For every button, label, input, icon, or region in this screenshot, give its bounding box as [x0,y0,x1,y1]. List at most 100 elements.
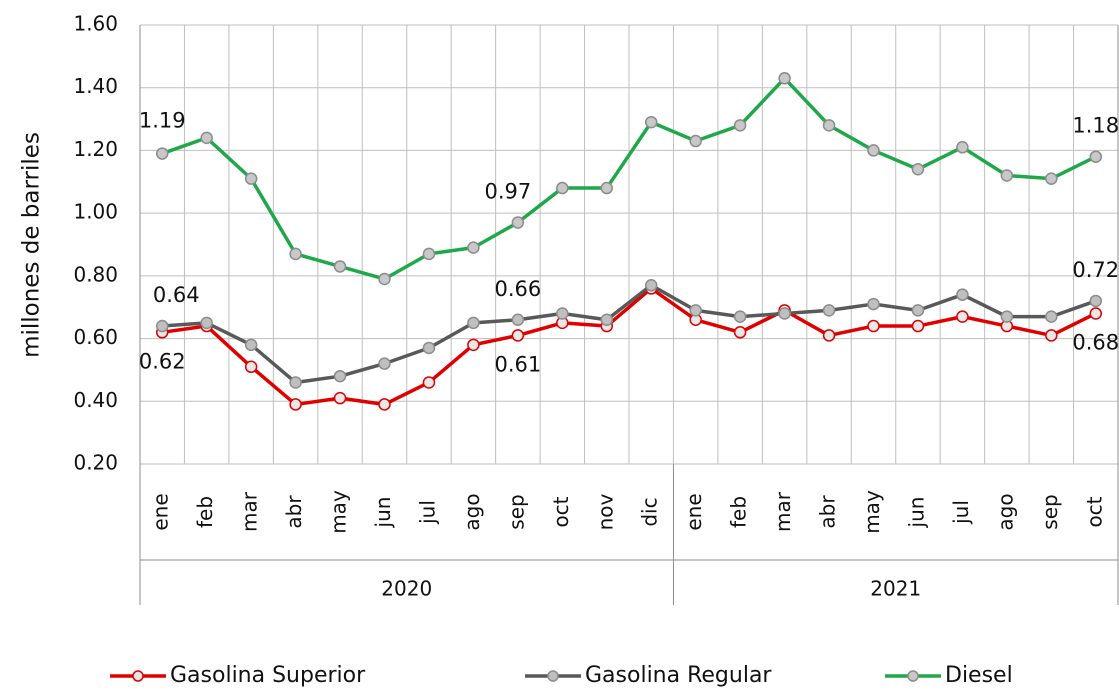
data-point [422,341,436,355]
y-tick-label: 0.20 [73,451,118,475]
x-tick-label: feb [193,496,217,528]
data-label: 1.18 [1072,114,1119,138]
data-point [956,141,969,154]
data-label: 0.61 [494,352,541,376]
data-point [155,319,169,333]
group-label: 2021 [870,577,921,601]
data-label: 0.72 [1072,258,1119,282]
x-tick-label: jul [949,500,973,525]
legend-marker [907,670,919,682]
data-point [1045,329,1058,342]
x-tick-label: ago [460,493,484,530]
y-tick-label: 0.60 [73,325,118,349]
data-point [600,181,614,195]
data-point [333,391,347,405]
data-point [1000,169,1014,182]
x-tick-label: ene [149,493,173,530]
x-tick-label: jun [904,497,928,529]
data-point [467,241,480,254]
x-tick-label: sep [504,494,528,529]
data-point [244,172,258,185]
x-tick-label: ago [993,493,1017,530]
data-point [244,360,258,374]
group-label: 2020 [381,577,432,601]
data-point [289,247,302,261]
data-point [911,162,925,176]
data-point [644,279,658,292]
data-label: 0.68 [1072,330,1119,354]
legend-marker [547,670,559,682]
data-point [1045,310,1058,323]
series-line [161,76,1097,281]
data-point [822,329,836,342]
legend-label: Gasolina Superior [170,663,366,688]
data-point [867,144,880,157]
legend-marker [132,670,144,682]
data-point [289,376,302,389]
data-point [689,134,702,148]
data-point [422,247,436,261]
data-label: 0.62 [139,349,186,373]
x-tick-label: may [860,490,884,534]
data-point [556,181,569,195]
data-point [867,297,880,311]
data-point [289,398,302,411]
data-point [378,272,391,286]
data-point [778,307,791,320]
data-point [911,319,925,333]
data-point [1089,150,1103,163]
x-tick-label: jun [371,497,395,529]
data-point [956,288,969,301]
data-point [778,72,791,85]
data-point [511,329,525,342]
data-point [689,304,702,317]
data-point [244,338,258,352]
data-point [822,119,836,132]
y-tick-label: 0.80 [73,262,118,286]
data-point [467,316,480,330]
series-line [161,286,1097,407]
data-point [511,313,525,327]
x-tick-label: abr [282,495,306,529]
x-tick-label: may [327,490,351,534]
data-point [333,260,347,273]
x-tick-label: ene [682,493,706,530]
data-point [733,310,747,323]
data-point [467,338,480,352]
data-point [378,398,391,411]
data-point [1000,310,1014,323]
y-tick-label: 1.20 [73,137,118,161]
y-axis-label: millones de barriles [19,132,45,358]
x-tick-label: dic [638,497,662,526]
y-tick-label: 0.40 [73,388,118,412]
data-point [422,376,436,389]
data-point [733,119,747,132]
x-tick-label: feb [727,496,751,528]
data-label: 0.66 [494,277,541,301]
data-point [1045,172,1058,185]
data-point [822,304,836,317]
x-tick-label: mar [238,491,262,532]
data-point [1089,294,1103,308]
data-label: 0.64 [153,283,200,307]
x-tick-label: sep [1038,494,1062,529]
data-point [200,316,213,330]
series-line [162,283,1097,385]
y-tick-label: 1.00 [73,200,118,224]
data-point [200,131,213,145]
data-point [511,216,525,229]
data-label: 0.97 [484,180,531,204]
data-point [956,310,969,323]
data-point [1089,307,1103,320]
data-point [556,307,569,320]
legend-label: Gasolina Regular [585,663,772,688]
data-point [155,147,169,160]
data-point [600,313,614,327]
data-point [733,326,747,339]
data-point [911,304,925,317]
data-point [644,115,658,129]
x-tick-label: oct [1082,496,1106,527]
y-tick-label: 1.40 [73,74,118,98]
data-point [378,357,391,370]
